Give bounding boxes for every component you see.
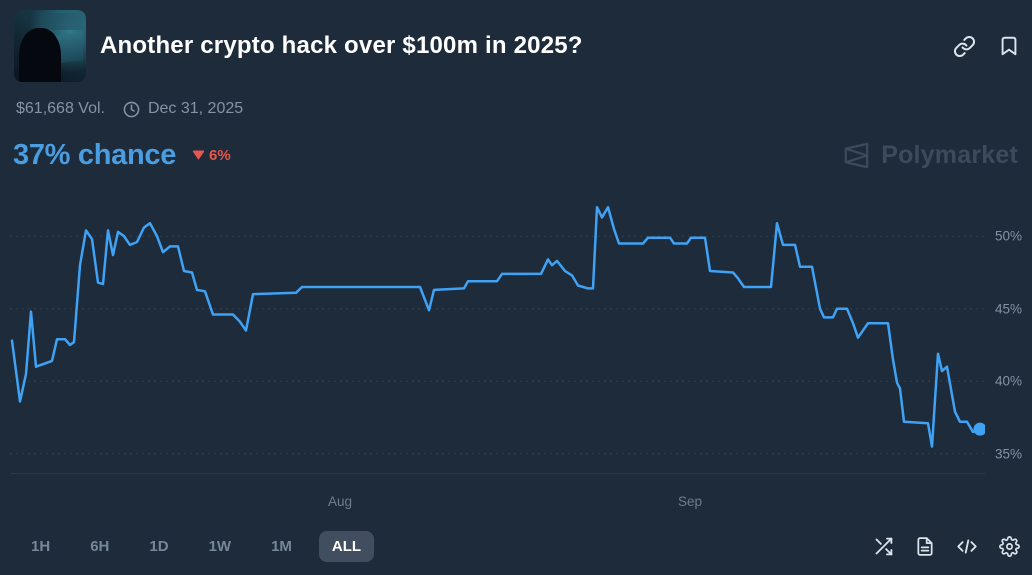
header-actions — [953, 34, 1020, 58]
timeframe-6h[interactable]: 6H — [77, 531, 122, 562]
y-axis-tick: 45% — [995, 301, 1023, 317]
clock-icon — [123, 101, 140, 118]
end-date-label: Dec 31, 2025 — [147, 100, 244, 117]
y-axis-tick: 40% — [995, 373, 1023, 389]
timeframe-1w[interactable]: 1W — [196, 531, 245, 562]
chance-value: 37% chance — [13, 138, 177, 171]
y-axis-tick: 35% — [995, 446, 1023, 462]
timeframe-selector: 1H 6H 1D 1W 1M ALL — [18, 530, 375, 562]
market-thumbnail[interactable] — [14, 10, 86, 82]
chance-row: 37% chance 6% Polymarket — [13, 136, 1018, 174]
chance-change: 6% — [192, 147, 231, 164]
timeframe-1h[interactable]: 1H — [18, 531, 63, 562]
embed-code-icon[interactable] — [956, 536, 978, 557]
header: Another crypto hack over $100m in 2025? — [14, 10, 1020, 82]
timeframe-1d[interactable]: 1D — [136, 531, 181, 562]
x-axis-tick: Aug — [328, 494, 353, 509]
market-title[interactable]: Another crypto hack over $100m in 2025? — [100, 32, 583, 59]
timeframe-1m[interactable]: 1M — [258, 531, 305, 562]
copy-link-icon[interactable] — [953, 35, 976, 58]
thumbnail-monitor-glow — [40, 13, 84, 30]
settings-icon[interactable] — [999, 535, 1020, 557]
document-icon[interactable] — [915, 536, 935, 557]
polymarket-logo-icon — [844, 142, 869, 168]
price-chart[interactable]: 35% 40% 45% 50% Aug Sep — [10, 200, 1022, 509]
timeframe-all[interactable]: ALL — [318, 530, 375, 562]
thumbnail-hacker-silhouette — [19, 28, 61, 82]
meta-row: $61,668 Vol. Dec 31, 2025 — [16, 100, 243, 118]
x-axis-tick: Sep — [677, 494, 702, 509]
footer-actions — [873, 535, 1020, 557]
polymarket-watermark: Polymarket — [841, 140, 1018, 171]
chart-svg — [10, 205, 985, 474]
footer: 1H 6H 1D 1W 1M ALL — [18, 527, 1020, 565]
bookmark-icon[interactable] — [998, 34, 1020, 58]
volume-label: $61,668 Vol. — [16, 100, 105, 117]
shuffle-icon[interactable] — [873, 536, 894, 557]
down-arrow-icon — [192, 150, 205, 160]
y-axis-tick: 50% — [995, 228, 1023, 244]
chance-change-value: 6% — [209, 146, 231, 164]
polymarket-brand-text: Polymarket — [881, 140, 1018, 169]
